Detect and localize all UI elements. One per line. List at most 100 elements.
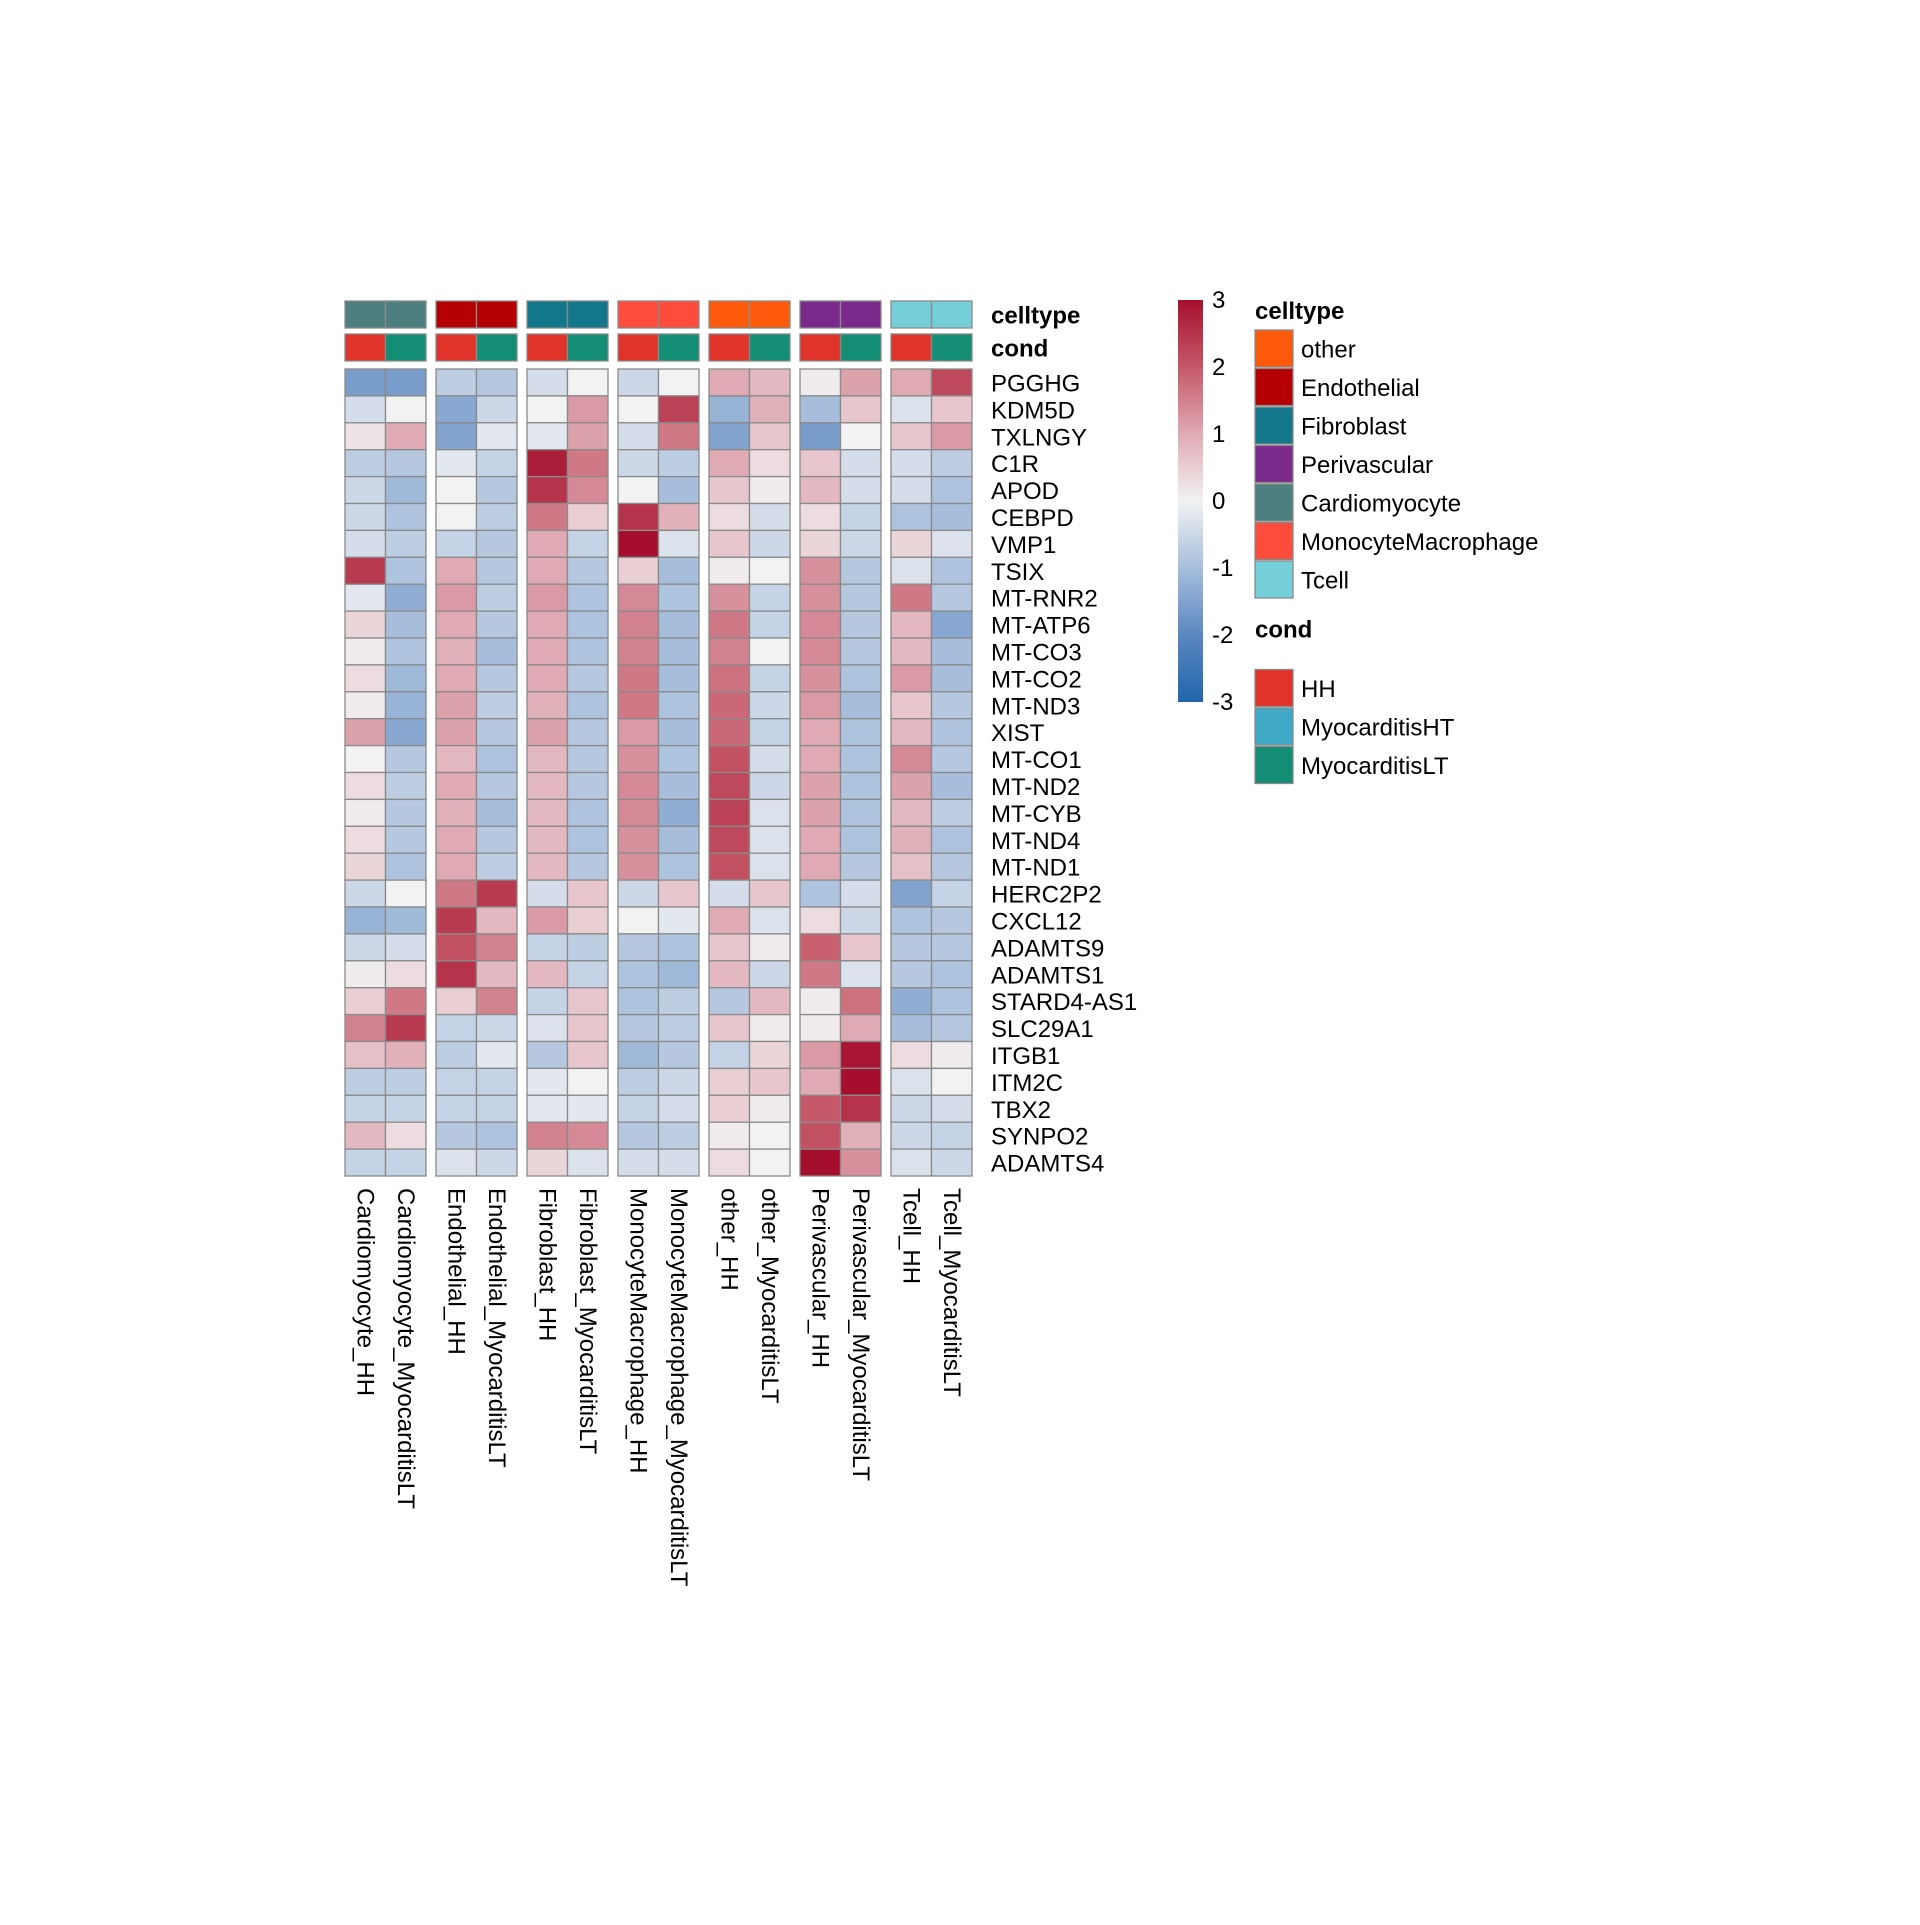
heatmap-cell-adamts9-cardiomyocyte-hh: [344, 933, 387, 962]
heatmap-cell-pgghg-fibroblast-hh: [526, 368, 569, 397]
heatmap-cell-tsix-fibroblast-hh: [526, 556, 569, 585]
heatmap-cell-apod-fibroblast-myocarditislt: [566, 475, 609, 505]
annotation-cond-monocytemacrophage-hh: [617, 333, 660, 362]
heatmap-cell-mt-rnr2-tcell-myocarditislt: [930, 583, 973, 612]
annotation-celltype-perivascular-hh: [799, 300, 842, 329]
row-label-txlngy: TXLNGY: [991, 424, 1087, 451]
heatmap-cell-tsix-cardiomyocyte-hh: [344, 556, 387, 585]
heatmap-cell-tbx2-monocytemacrophage-myocarditislt: [657, 1094, 700, 1123]
annotation-celltype-other-myocarditislt: [748, 300, 791, 329]
heatmap-cell-cebpd-endothelial-myocarditislt: [475, 502, 518, 532]
heatmap-cell-xist-perivascular-hh: [799, 718, 842, 747]
heatmap-cell-txlngy-tcell-hh: [890, 422, 933, 451]
heatmap-cell-itm2c-perivascular-hh: [799, 1067, 842, 1096]
heatmap-cell-adamts4-fibroblast-myocarditislt: [566, 1148, 609, 1177]
heatmap-cell-mt-nd2-perivascular-myocarditislt: [839, 771, 882, 801]
heatmap-cell-cxcl12-tcell-myocarditislt: [930, 906, 973, 935]
heatmap-cell-xist-cardiomyocyte-myocarditislt: [384, 718, 427, 747]
heatmap-cell-txlngy-cardiomyocyte-hh: [344, 422, 387, 451]
row-label-mt-nd2: MT-ND2: [991, 774, 1080, 801]
heatmap-cell-txlngy-perivascular-myocarditislt: [839, 422, 882, 451]
heatmap-cell-cebpd-perivascular-myocarditislt: [839, 502, 882, 532]
heatmap-cell-cebpd-other-myocarditislt: [748, 502, 791, 532]
heatmap-cell-mt-nd2-endothelial-hh: [435, 771, 478, 801]
heatmap-cell-mt-nd1-monocytemacrophage-hh: [617, 852, 660, 881]
heatmap-cell-adamts1-endothelial-hh: [435, 960, 478, 989]
column-label-endothelial-myocarditislt: Endothelial_MyocarditisLT: [483, 1188, 510, 1468]
heatmap-cell-mt-co2-monocytemacrophage-myocarditislt: [657, 664, 700, 693]
heatmap-cell-vmp1-other-myocarditislt: [748, 529, 791, 558]
heatmap-cell-mt-nd3-endothelial-myocarditislt: [475, 691, 518, 720]
heatmap-cell-mt-co3-monocytemacrophage-hh: [617, 637, 660, 666]
heatmap-cell-mt-co3-perivascular-hh: [799, 637, 842, 666]
colorbar-tick-label: -2: [1212, 622, 1233, 649]
heatmap-cell-cxcl12-monocytemacrophage-hh: [617, 906, 660, 935]
heatmap-cell-mt-nd2-monocytemacrophage-myocarditislt: [657, 771, 700, 801]
row-label-mt-co2: MT-CO2: [991, 666, 1082, 693]
legend-label-tcell: Tcell: [1301, 568, 1349, 595]
heatmap-cell-synpo2-monocytemacrophage-hh: [617, 1121, 660, 1150]
heatmap-cell-c1r-monocytemacrophage-myocarditislt: [657, 449, 700, 478]
heatmap-cell-itgb1-fibroblast-myocarditislt: [566, 1040, 609, 1070]
heatmap-cell-txlngy-monocytemacrophage-myocarditislt: [657, 422, 700, 451]
heatmap-cell-mt-co3-tcell-myocarditislt: [930, 637, 973, 666]
heatmap-cell-mt-nd3-other-myocarditislt: [748, 691, 791, 720]
heatmap-cell-mt-nd1-endothelial-hh: [435, 852, 478, 881]
heatmap-cell-mt-nd2-endothelial-myocarditislt: [475, 771, 518, 801]
annotation-cond-tcell-myocarditislt: [930, 333, 973, 362]
heatmap-cell-herc2p2-tcell-myocarditislt: [930, 879, 973, 908]
heatmap-cell-c1r-endothelial-myocarditislt: [475, 449, 518, 478]
row-label-itm2c: ITM2C: [991, 1070, 1063, 1097]
heatmap-cell-mt-co3-tcell-hh: [890, 637, 933, 666]
heatmap-cell-tbx2-fibroblast-hh: [526, 1094, 569, 1123]
heatmap-cell-mt-nd2-fibroblast-hh: [526, 771, 569, 801]
heatmap-cell-tbx2-cardiomyocyte-hh: [344, 1094, 387, 1123]
heatmap-cell-mt-atp6-endothelial-hh: [435, 610, 478, 639]
heatmap-cell-adamts1-monocytemacrophage-myocarditislt: [657, 960, 700, 989]
annotation-celltype-fibroblast-myocarditislt: [566, 300, 609, 329]
heatmap-cell-mt-nd4-perivascular-myocarditislt: [839, 825, 882, 854]
heatmap-cell-mt-co3-fibroblast-myocarditislt: [566, 637, 609, 666]
annotation-label-celltype: celltype: [991, 303, 1080, 330]
heatmap-cell-mt-co3-other-myocarditislt: [748, 637, 791, 666]
annotation-bars: celltype cond: [344, 300, 1080, 363]
heatmap-cell-herc2p2-fibroblast-hh: [526, 879, 569, 908]
heatmap-cell-apod-tcell-myocarditislt: [930, 475, 973, 505]
heatmap-cell-xist-tcell-myocarditislt: [930, 718, 973, 747]
heatmap-cell-vmp1-fibroblast-myocarditislt: [566, 529, 609, 558]
heatmap-cell-xist-monocytemacrophage-myocarditislt: [657, 718, 700, 747]
heatmap-cell-herc2p2-endothelial-hh: [435, 879, 478, 908]
row-label-apod: APOD: [991, 478, 1059, 505]
heatmap-cell-tbx2-endothelial-myocarditislt: [475, 1094, 518, 1123]
heatmap-cell-mt-co3-other-hh: [708, 637, 751, 666]
heatmap-cell-mt-co3-monocytemacrophage-myocarditislt: [657, 637, 700, 666]
heatmap-cell-mt-nd2-fibroblast-myocarditislt: [566, 771, 609, 801]
heatmap-cell-herc2p2-cardiomyocyte-myocarditislt: [384, 879, 427, 908]
heatmap-cell-pgghg-tcell-hh: [890, 368, 933, 397]
legend-swatch-myocarditislt: [1254, 745, 1294, 785]
heatmap-cell-tbx2-other-hh: [708, 1094, 751, 1123]
heatmap-cell-adamts4-cardiomyocyte-hh: [344, 1148, 387, 1177]
heatmap-cell-xist-endothelial-hh: [435, 718, 478, 747]
heatmap-cell-adamts4-perivascular-myocarditislt: [839, 1148, 882, 1177]
heatmap-cell-mt-atp6-cardiomyocyte-hh: [344, 610, 387, 639]
heatmap-cell-mt-nd4-perivascular-hh: [799, 825, 842, 854]
heatmap-cell-stard4-as1-monocytemacrophage-myocarditislt: [657, 987, 700, 1016]
heatmap-cell-txlngy-perivascular-hh: [799, 422, 842, 451]
heatmap-cell-cxcl12-perivascular-myocarditislt: [839, 906, 882, 935]
legend-label-myocarditisht: MyocarditisHT: [1301, 715, 1455, 742]
heatmap-cell-stard4-as1-tcell-myocarditislt: [930, 987, 973, 1016]
heatmap-cell-adamts9-monocytemacrophage-hh: [617, 933, 660, 962]
annotation-cond-endothelial-myocarditislt: [475, 333, 518, 362]
heatmap-cell-mt-co2-endothelial-hh: [435, 664, 478, 693]
heatmap-cell-mt-nd4-endothelial-myocarditislt: [475, 825, 518, 854]
column-labels: Cardiomyocyte_HH Cardiomyocyte_Myocarditi…: [351, 1188, 965, 1587]
heatmap-cell-mt-co2-endothelial-myocarditislt: [475, 664, 518, 693]
heatmap-cell-mt-nd1-tcell-myocarditislt: [930, 852, 973, 881]
heatmap-cell-cebpd-other-hh: [708, 502, 751, 532]
row-label-kdm5d: KDM5D: [991, 397, 1075, 424]
heatmap-cell-adamts1-tcell-myocarditislt: [930, 960, 973, 989]
heatmap-cell-mt-co2-fibroblast-myocarditislt: [566, 664, 609, 693]
column-label-cardiomyocyte-myocarditislt: Cardiomyocyte_MyocarditisLT: [392, 1188, 419, 1509]
annotation-celltype-perivascular-myocarditislt: [839, 300, 882, 329]
